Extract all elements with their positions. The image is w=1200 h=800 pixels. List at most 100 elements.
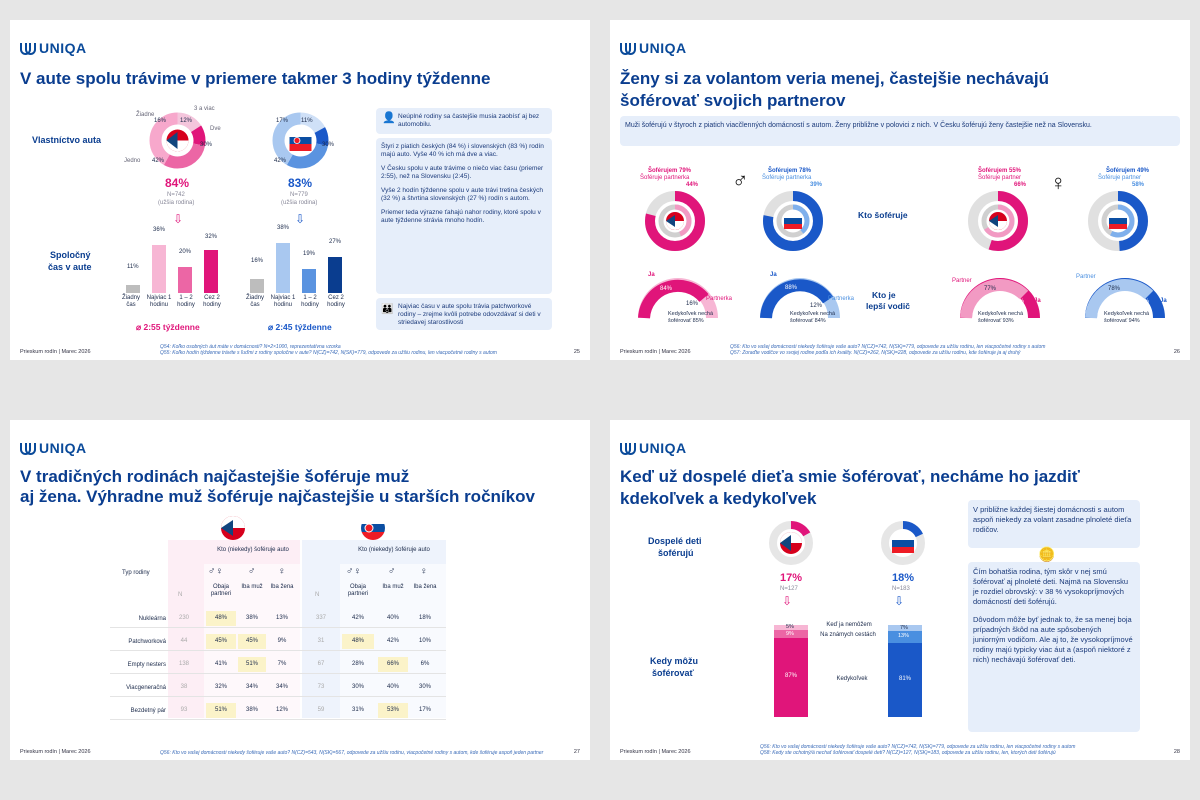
footer-left: Prieskum rodín | Marec 2026 [20, 749, 91, 755]
sk-when-stack [888, 625, 922, 717]
slide-title-1: V tradičných rodinách najčastejšie šofér… [20, 467, 410, 486]
slide-title-2: kdekoľvek a kedykoľvek [620, 489, 817, 508]
cell-value: 40% [386, 615, 399, 621]
uniqa-logo: UNIQA [620, 440, 687, 456]
female-icon: ♀ [1050, 170, 1067, 195]
cell-value: 9% [277, 638, 287, 644]
coins-icon: 🪙 [1038, 546, 1056, 562]
note-wealth-p2: Dôvodom môže byť jednak to, že sa menej … [973, 615, 1133, 664]
table-row-divider [110, 650, 446, 651]
note-sixth-household: V približne každej šiestej domácnosti s … [968, 500, 1140, 548]
cz-kids-pct: 17% [780, 572, 803, 584]
footnotes: Q56: Kto vo vašej domácnosti niekedy šof… [730, 344, 1110, 356]
cz-kids-donut [769, 521, 813, 565]
cz-bar-2h [204, 250, 218, 293]
cell-value: 12% [275, 707, 288, 713]
cell-value: 13% [275, 615, 288, 621]
sk-arrow-icon: ⇩ [894, 594, 905, 608]
cz-arrow-icon: ⇩ [173, 212, 184, 226]
sk-header: Kto (niekedy) šoféruje auto [358, 547, 430, 553]
label-car-ownership: Vlastníctvo auta [32, 135, 102, 145]
men-sk-partner-label: Šoféruje partnerka [762, 175, 812, 181]
slide-family-types: UNIQA V tradičných rodinách najčastejšie… [10, 420, 590, 760]
cell-value: 40% [386, 684, 399, 690]
cell-value: 45% [238, 634, 266, 649]
cell-value: 28% [351, 661, 364, 667]
note-p2: V Česku spolu v aute trávime o niečo via… [381, 165, 544, 180]
cell-n: 337 [315, 615, 326, 621]
note-patchwork: 👪 Najviac času v aute spolu trávia patchw… [376, 298, 552, 330]
sk-n: N=779 [290, 192, 308, 198]
slide-title-1: Keď už dospelé dieťa smie šoférovať, nec… [620, 467, 1080, 486]
women-cz-partner: Partner [952, 278, 972, 284]
cell-n: 93 [180, 707, 188, 713]
cz-arrow-icon: ⇩ [782, 594, 793, 608]
cz-ownership-donut [149, 112, 206, 169]
women-cz-let-drive: Kedykoľvek nechá šoférovať 93% [978, 311, 1024, 324]
donut-label-one: Jedno [124, 158, 141, 164]
women-cz-partner-pct: 66% [1014, 182, 1027, 188]
footnotes: Q56: Kto vo vašej domácnosti niekedy šof… [160, 750, 544, 756]
sk-ownership-pct: 83% [288, 176, 313, 190]
men-sk-drive-self: Šoférujem 78% [768, 168, 812, 174]
label-shared-time-1: Spoločný [50, 250, 91, 260]
sk-arrow-icon: ⇩ [295, 212, 306, 226]
col-woman: Iba žena [270, 584, 294, 590]
women-sk-partner: Partner [1076, 274, 1096, 280]
men-sk-driver-donut [763, 191, 823, 251]
label-adult-kids-2: šoférujú [658, 548, 694, 558]
cz-kids-n: N=127 [780, 586, 798, 592]
sk-bar-label-2h: Cez 2 hodiny [327, 295, 345, 308]
cell-value: 53% [378, 703, 408, 718]
note-incomplete-families: 👤 Neúplné rodiny sa častejšie musia zaobí… [376, 108, 552, 134]
cell-value: 17% [418, 707, 431, 713]
page-number: 26 [1173, 349, 1180, 355]
slide-title: V aute spolu trávime v priemere takmer 3… [20, 69, 491, 88]
slide-car-time: UNIQA V aute spolu trávime v priemere ta… [10, 20, 590, 360]
sk-bar-label-none: Žiadny čas [245, 295, 264, 308]
sk-col-both: Obaja partneri [347, 584, 369, 597]
women-sk-partner-pct: 58% [1132, 182, 1145, 188]
table-row-divider [110, 627, 446, 628]
sk-male-icon: ♂ [388, 566, 396, 577]
page-number: 28 [1173, 749, 1180, 755]
women-cz-better-semi [960, 278, 1040, 319]
cell-n: 67 [317, 661, 325, 667]
sk-avg-time: ⌀ 2:45 týždenne [268, 322, 332, 332]
women-sk-better-semi [1085, 278, 1165, 319]
cz-n: N=742 [167, 192, 185, 198]
men-sk-let-drive: Kedykoľvek nechá šoférovať 84% [790, 311, 836, 324]
sk-kids-n: N=183 [892, 586, 910, 592]
donut-label-3plus: 3 a viac [194, 106, 215, 112]
women-sk-let-drive: Kedykoľvek nechá šoférovať 94% [1104, 311, 1150, 324]
women-sk-partner-label: Šoféruje partner [1098, 175, 1142, 181]
sk-col-man: Iba muž [382, 584, 404, 590]
both-icon: ♂♀ [208, 566, 223, 577]
sk-kids-donut [881, 521, 925, 565]
footnotes: Q54: Koľko osobných áut máte v domácnost… [160, 344, 540, 356]
cell-n: 73 [317, 684, 325, 690]
cell-n: 38 [180, 684, 188, 690]
uniqa-logo-icon [620, 443, 636, 455]
men-sk-ja: Ja [770, 272, 777, 278]
cell-value: 42% [386, 638, 399, 644]
row-family-type: Patchworková [128, 639, 166, 645]
cell-value: 42% [351, 615, 364, 621]
note-wealth: Čím bohatšia rodina, tým skôr v nej smú … [968, 562, 1140, 732]
uniqa-logo: UNIQA [20, 440, 87, 456]
women-cz-ja: Ja [1034, 298, 1041, 304]
cell-value: 7% [277, 661, 287, 667]
men-cz-driver-donut [645, 191, 705, 251]
note-bottom-text: Najviac času v aute spolu trávia patchwo… [398, 303, 541, 326]
women-sk-ja: Ja [1160, 298, 1167, 304]
uniqa-logo-icon [620, 43, 636, 55]
cz-ownership-pct: 84% [165, 176, 190, 190]
slide-title-2: šoférovať svojich partnerov [620, 91, 846, 110]
footer-left: Prieskum rodín | Marec 2026 [620, 349, 691, 355]
cell-value: 31% [351, 707, 364, 713]
label-better-driver-2: lepší vodič [866, 301, 910, 311]
row-family-type: Viacgeneračná [126, 685, 166, 691]
footnote-1: Q56: Kto vo vašej domácnosti niekedy šof… [730, 344, 1046, 350]
label-anytime: Kedykoľvek [836, 676, 868, 682]
bar-label-2h: Cez 2 hodiny [203, 295, 221, 308]
